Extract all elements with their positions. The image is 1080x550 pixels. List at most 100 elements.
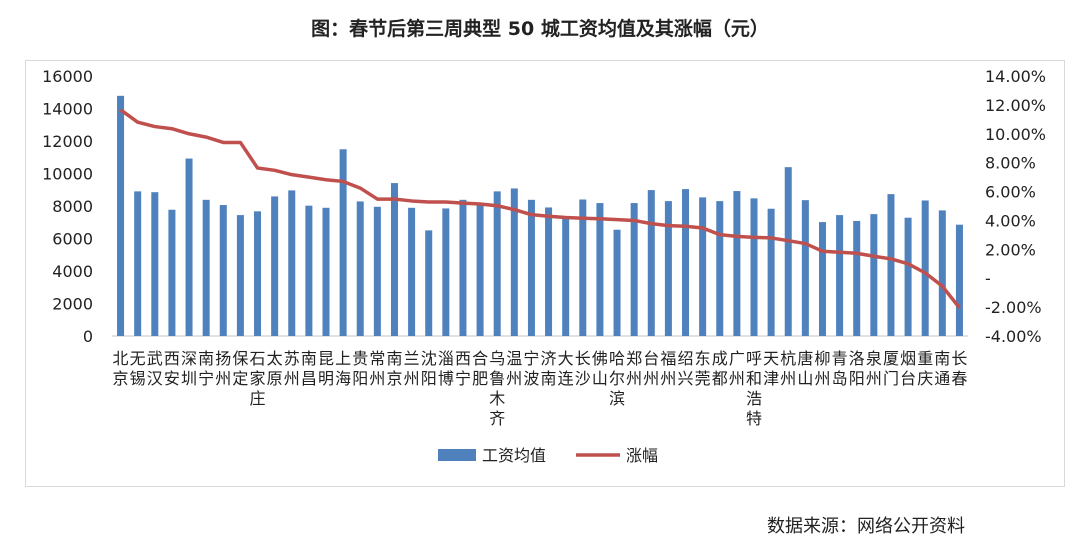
- bar-西宁: [459, 199, 467, 336]
- y-right-tick-label: -2.00%: [985, 298, 1042, 317]
- bar-昆明: [322, 207, 330, 336]
- bar-成都: [716, 201, 724, 336]
- x-tick-label: 上海: [335, 349, 351, 388]
- x-tick-label: 佛山: [592, 349, 608, 388]
- x-tick-label: 广州: [729, 349, 745, 388]
- legend-line-label: 涨幅: [626, 446, 658, 465]
- bar-合肥: [476, 204, 484, 336]
- bar-温州: [510, 188, 518, 336]
- x-tick-label: 济南: [541, 349, 557, 388]
- x-tick-label: 成都: [712, 349, 728, 388]
- bar-无锡: [134, 191, 142, 336]
- x-tick-label: 保定: [232, 349, 248, 388]
- x-tick-label: 呼和浩特: [746, 349, 762, 428]
- bar-西安: [168, 209, 176, 336]
- x-tick-label: 西宁: [455, 349, 471, 388]
- x-tick-label: 哈尔滨: [609, 349, 625, 408]
- bar-淄博: [442, 208, 450, 336]
- bar-北京: [117, 95, 125, 336]
- x-tick-label: 长沙: [575, 349, 591, 388]
- legend-bar-swatch: [438, 449, 476, 461]
- x-tick-label: 长春: [951, 349, 967, 388]
- x-tick-label: 兰州: [404, 349, 420, 388]
- y-right-tick-label: 6.00%: [985, 183, 1036, 202]
- y-right-tick-label: 4.00%: [985, 211, 1036, 230]
- bar-杭州: [784, 167, 792, 336]
- bar-东莞: [699, 197, 707, 336]
- legend-bar-label: 工资均值: [482, 446, 546, 465]
- bar-济南: [545, 207, 553, 336]
- bar-兰州: [408, 207, 416, 336]
- bar-太原: [271, 196, 279, 336]
- bar-柳州: [818, 222, 826, 336]
- x-tick-label: 贵阳: [352, 349, 368, 388]
- x-tick-label: 杭州: [780, 349, 796, 388]
- x-tick-label: 台州: [643, 349, 659, 388]
- x-tick-label: 北京: [113, 349, 129, 388]
- y-right-tick-label: 14.00%: [985, 67, 1046, 86]
- x-tick-label: 西安: [164, 349, 180, 388]
- y-left-tick-label: 16000: [42, 67, 93, 86]
- x-tick-label: 天津: [763, 349, 779, 388]
- y-right-tick-label: 12.00%: [985, 96, 1046, 115]
- x-tick-label: 无锡: [130, 349, 146, 388]
- bar-宁波: [527, 199, 535, 336]
- bar-苏州: [288, 190, 296, 336]
- bar-哈尔滨: [613, 229, 621, 336]
- bar-广州: [733, 191, 741, 336]
- bar-绍兴: [682, 189, 690, 336]
- bar-乌鲁木齐: [493, 191, 501, 336]
- x-tick-label: 乌鲁木齐: [489, 349, 505, 428]
- bar-武汉: [151, 192, 159, 336]
- source-note: 数据来源：网络公开资料: [767, 516, 965, 537]
- bar-郑州: [630, 203, 638, 336]
- x-tick-label: 唐山: [797, 349, 813, 388]
- x-tick-label: 厦门: [883, 349, 899, 388]
- x-tick-label: 太原: [267, 349, 283, 388]
- bar-上海: [339, 149, 347, 336]
- x-tick-label: 泉州: [866, 349, 882, 388]
- x-tick-label: 合肥: [472, 349, 488, 388]
- y-left-tick-label: 8000: [52, 197, 93, 216]
- x-tick-label: 昆明: [318, 349, 334, 388]
- x-tick-label: 苏州: [284, 349, 300, 388]
- line-series-涨幅: [119, 108, 961, 309]
- y-left-tick-label: 14000: [42, 100, 93, 119]
- y-left-tick-label: 6000: [52, 230, 93, 249]
- x-tick-label: 绍兴: [678, 349, 694, 388]
- bar-天津: [767, 208, 775, 336]
- bar-大连: [562, 218, 570, 336]
- x-tick-label: 淄博: [438, 349, 454, 388]
- x-tick-label: 宁波: [523, 349, 539, 388]
- bar-台州: [647, 190, 655, 336]
- y-right-tick-label: 8.00%: [985, 154, 1036, 173]
- bar-烟台: [904, 217, 912, 336]
- y-left-tick-label: 2000: [52, 295, 93, 314]
- bar-佛山: [596, 203, 604, 336]
- x-tick-label: 柳州: [814, 349, 830, 388]
- y-right-tick-label: -4.00%: [985, 327, 1042, 346]
- x-tick-label: 南通: [934, 349, 950, 388]
- x-tick-label: 常州: [369, 349, 385, 388]
- bar-沈阳: [425, 230, 433, 336]
- x-tick-label: 大连: [558, 349, 574, 388]
- bar-泉州: [870, 214, 878, 336]
- bar-南京: [390, 183, 398, 336]
- bar-贵阳: [356, 201, 364, 336]
- bar-南昌: [305, 205, 313, 336]
- bar-厦门: [887, 194, 895, 336]
- y-right-tick-label: 10.00%: [985, 125, 1046, 144]
- bar-长沙: [579, 199, 587, 336]
- y-right-tick-label: -: [985, 269, 991, 288]
- bar-长春: [955, 224, 963, 336]
- bar-福州: [664, 201, 672, 336]
- bar-唐山: [801, 200, 809, 336]
- x-tick-label: 深圳: [181, 349, 197, 388]
- bar-青岛: [836, 215, 844, 336]
- y-left-tick-label: 4000: [52, 262, 93, 281]
- y-right-tick-label: 2.00%: [985, 240, 1036, 259]
- x-tick-label: 武汉: [147, 349, 163, 388]
- bar-保定: [236, 215, 244, 336]
- x-tick-label: 福州: [660, 349, 676, 388]
